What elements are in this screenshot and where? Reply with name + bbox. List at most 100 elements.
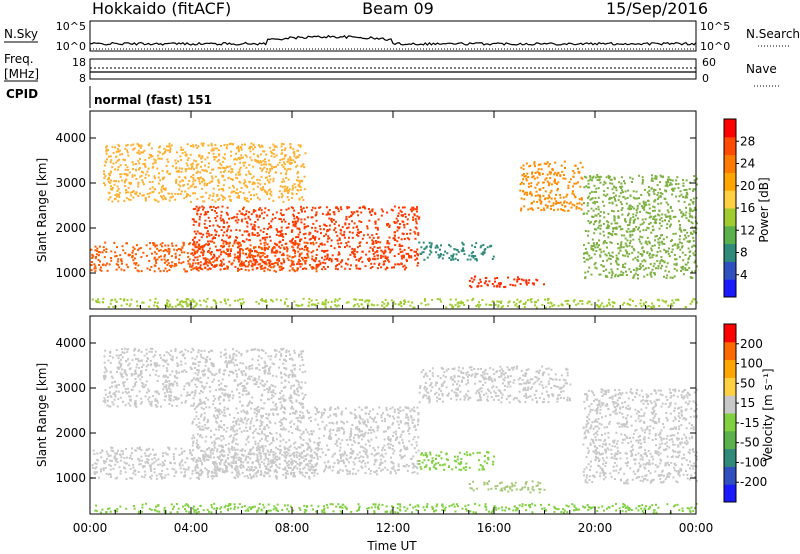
range-gate-cell bbox=[169, 150, 171, 153]
range-gate-cell bbox=[480, 285, 483, 288]
range-gate-cell bbox=[557, 181, 560, 184]
range-gate-cell bbox=[138, 463, 141, 466]
range-gate-cell bbox=[218, 411, 220, 413]
range-gate-cell bbox=[359, 434, 362, 437]
range-gate-cell bbox=[605, 242, 608, 244]
range-gate-cell bbox=[153, 198, 156, 201]
range-gate-cell bbox=[275, 469, 277, 472]
range-gate-cell bbox=[666, 274, 669, 277]
range-gate-cell bbox=[210, 251, 213, 253]
range-gate-cell bbox=[234, 239, 237, 242]
range-gate-cell bbox=[324, 268, 327, 271]
range-gate-cell bbox=[635, 190, 638, 193]
range-gate-cell bbox=[351, 236, 354, 239]
range-gate-cell bbox=[629, 176, 632, 179]
range-gate-cell bbox=[688, 203, 691, 206]
range-gate-cell bbox=[192, 223, 195, 226]
range-gate-cell bbox=[631, 245, 634, 248]
range-gate-cell bbox=[438, 298, 441, 301]
range-gate-cell bbox=[190, 265, 193, 268]
range-gate-cell bbox=[537, 168, 540, 171]
range-gate-cell bbox=[345, 457, 348, 460]
range-gate-cell bbox=[116, 190, 119, 192]
range-gate-cell bbox=[661, 242, 664, 245]
range-gate-cell bbox=[229, 198, 231, 201]
range-gate-cell bbox=[207, 216, 210, 219]
range-gate-cell bbox=[210, 144, 213, 147]
range-gate-cell bbox=[273, 155, 276, 158]
range-gate-cell bbox=[365, 241, 368, 244]
range-gate-cell bbox=[198, 182, 201, 185]
range-gate-cell bbox=[258, 449, 261, 451]
range-gate-cell bbox=[323, 470, 325, 473]
range-gate-cell bbox=[422, 251, 425, 254]
range-gate-cell bbox=[209, 205, 212, 208]
range-gate-cell bbox=[279, 433, 281, 436]
range-gate-cell bbox=[574, 164, 577, 167]
range-gate-cell bbox=[259, 167, 262, 170]
range-gate-cell bbox=[201, 252, 204, 255]
range-gate-cell bbox=[684, 234, 686, 237]
range-gate-cell bbox=[155, 459, 158, 462]
range-gate-cell bbox=[675, 179, 678, 182]
range-gate-cell bbox=[461, 241, 464, 244]
range-gate-cell bbox=[371, 208, 374, 211]
range-gate-cell bbox=[250, 142, 253, 145]
range-gate-cell bbox=[524, 175, 527, 177]
range-gate-cell bbox=[329, 257, 331, 260]
range-gate-cell bbox=[337, 304, 340, 307]
range-gate-cell bbox=[344, 246, 346, 249]
range-gate-cell bbox=[238, 210, 241, 213]
range-gate-cell bbox=[386, 240, 389, 242]
range-gate-cell bbox=[580, 208, 583, 211]
range-gate-cell bbox=[219, 248, 222, 251]
range-gate-cell bbox=[660, 175, 663, 178]
range-gate-cell bbox=[254, 228, 256, 231]
range-gate-cell bbox=[242, 208, 244, 211]
range-gate-cell bbox=[387, 246, 390, 248]
range-gate-cell bbox=[641, 222, 644, 225]
range-gate-cell bbox=[161, 470, 164, 472]
range-gate-cell bbox=[250, 475, 253, 478]
range-gate-cell bbox=[105, 161, 108, 164]
range-gate-cell bbox=[346, 206, 349, 208]
range-gate-cell bbox=[262, 450, 264, 453]
range-gate-cell bbox=[331, 220, 333, 223]
range-gate-cell bbox=[602, 270, 605, 272]
range-gate-cell bbox=[286, 186, 289, 189]
range-gate-cell bbox=[242, 252, 245, 255]
range-gate-cell bbox=[262, 159, 265, 162]
range-gate-cell bbox=[144, 176, 147, 179]
range-gate-cell bbox=[341, 234, 344, 237]
range-gate-cell bbox=[312, 468, 315, 471]
range-gate-cell bbox=[693, 254, 696, 257]
range-gate-cell bbox=[476, 259, 478, 262]
range-gate-cell bbox=[398, 226, 401, 229]
range-gate-cell bbox=[201, 248, 204, 251]
range-gate-cell bbox=[125, 478, 128, 480]
range-gate-cell bbox=[207, 166, 210, 169]
range-gate-cell bbox=[271, 248, 274, 251]
range-gate-cell bbox=[328, 224, 331, 227]
range-gate-cell bbox=[102, 297, 105, 300]
range-gate-cell bbox=[286, 187, 288, 190]
range-gate-cell bbox=[533, 161, 536, 164]
range-gate-cell bbox=[276, 471, 279, 474]
range-gate-cell bbox=[129, 183, 132, 186]
range-gate-cell bbox=[94, 462, 97, 465]
range-gate-cell bbox=[415, 220, 418, 223]
range-gate-cell bbox=[297, 217, 300, 220]
range-gate-cell bbox=[358, 406, 361, 409]
range-gate-cell bbox=[155, 199, 158, 202]
range-gate-cell bbox=[398, 245, 401, 247]
range-gate-cell bbox=[155, 252, 158, 255]
range-gate-cell bbox=[588, 186, 591, 189]
range-gate-cell bbox=[402, 465, 405, 467]
range-gate-cell bbox=[681, 245, 684, 248]
range-gate-cell bbox=[259, 229, 262, 232]
range-gate-cell bbox=[254, 261, 257, 264]
range-gate-cell bbox=[449, 245, 452, 248]
range-gate-cell bbox=[105, 148, 108, 151]
range-gate-cell bbox=[587, 195, 590, 198]
range-gate-cell bbox=[252, 165, 255, 168]
